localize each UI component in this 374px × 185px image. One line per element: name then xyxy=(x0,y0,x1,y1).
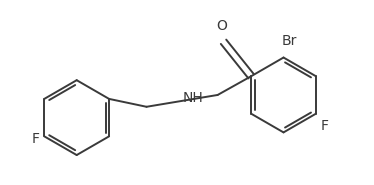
Text: NH: NH xyxy=(183,91,204,105)
Text: Br: Br xyxy=(282,34,297,48)
Text: F: F xyxy=(31,132,39,146)
Text: O: O xyxy=(216,19,227,33)
Text: F: F xyxy=(321,119,329,133)
